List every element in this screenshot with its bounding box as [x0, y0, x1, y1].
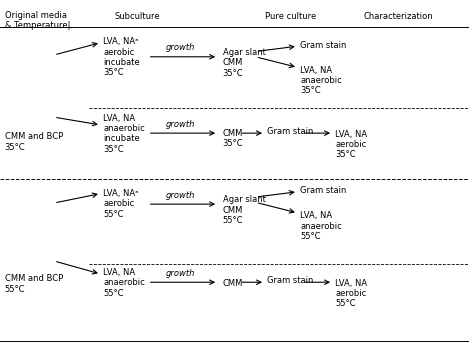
Text: Gram stain: Gram stain [267, 127, 314, 136]
Text: Agar slant
CMM
55°C: Agar slant CMM 55°C [223, 195, 265, 225]
Text: Subculture: Subculture [115, 12, 160, 21]
Text: CMM and BCP
55°C: CMM and BCP 55°C [5, 274, 63, 294]
Text: CMM: CMM [223, 279, 243, 288]
Text: LVA, NAᵃ
aerobic
55°C: LVA, NAᵃ aerobic 55°C [103, 189, 139, 219]
Text: LVA, NA
anaerobic
35°C: LVA, NA anaerobic 35°C [300, 66, 342, 95]
Text: Original media
& Temperature|: Original media & Temperature| [5, 11, 70, 30]
Text: CMM
35°C: CMM 35°C [223, 129, 243, 148]
Text: LVA, NA
anaerobic
incubate
35°C: LVA, NA anaerobic incubate 35°C [103, 114, 145, 154]
Text: Gram stain: Gram stain [267, 276, 314, 285]
Text: LVA, NA
aerobic
35°C: LVA, NA aerobic 35°C [335, 130, 367, 159]
Text: CMM and BCP
35°C: CMM and BCP 35°C [5, 132, 63, 152]
Text: Gram stain: Gram stain [300, 186, 347, 196]
Text: Gram stain: Gram stain [300, 41, 347, 50]
Text: Characterization: Characterization [363, 12, 433, 21]
Text: growth: growth [166, 191, 195, 200]
Text: Pure culture: Pure culture [265, 12, 316, 21]
Text: LVA, NAᵃ
aerobic
incubate
35°C: LVA, NAᵃ aerobic incubate 35°C [103, 37, 140, 77]
Text: LVA, NA
anaerobic
55°C: LVA, NA anaerobic 55°C [103, 268, 145, 298]
Text: growth: growth [166, 120, 195, 129]
Text: LVA, NA
aerobic
55°C: LVA, NA aerobic 55°C [335, 279, 367, 308]
Text: growth: growth [166, 269, 195, 278]
Text: LVA, NA
anaerobic
55°C: LVA, NA anaerobic 55°C [300, 211, 342, 241]
Text: growth: growth [166, 43, 195, 52]
Text: Agar slant
CMM
35°C: Agar slant CMM 35°C [223, 48, 265, 78]
